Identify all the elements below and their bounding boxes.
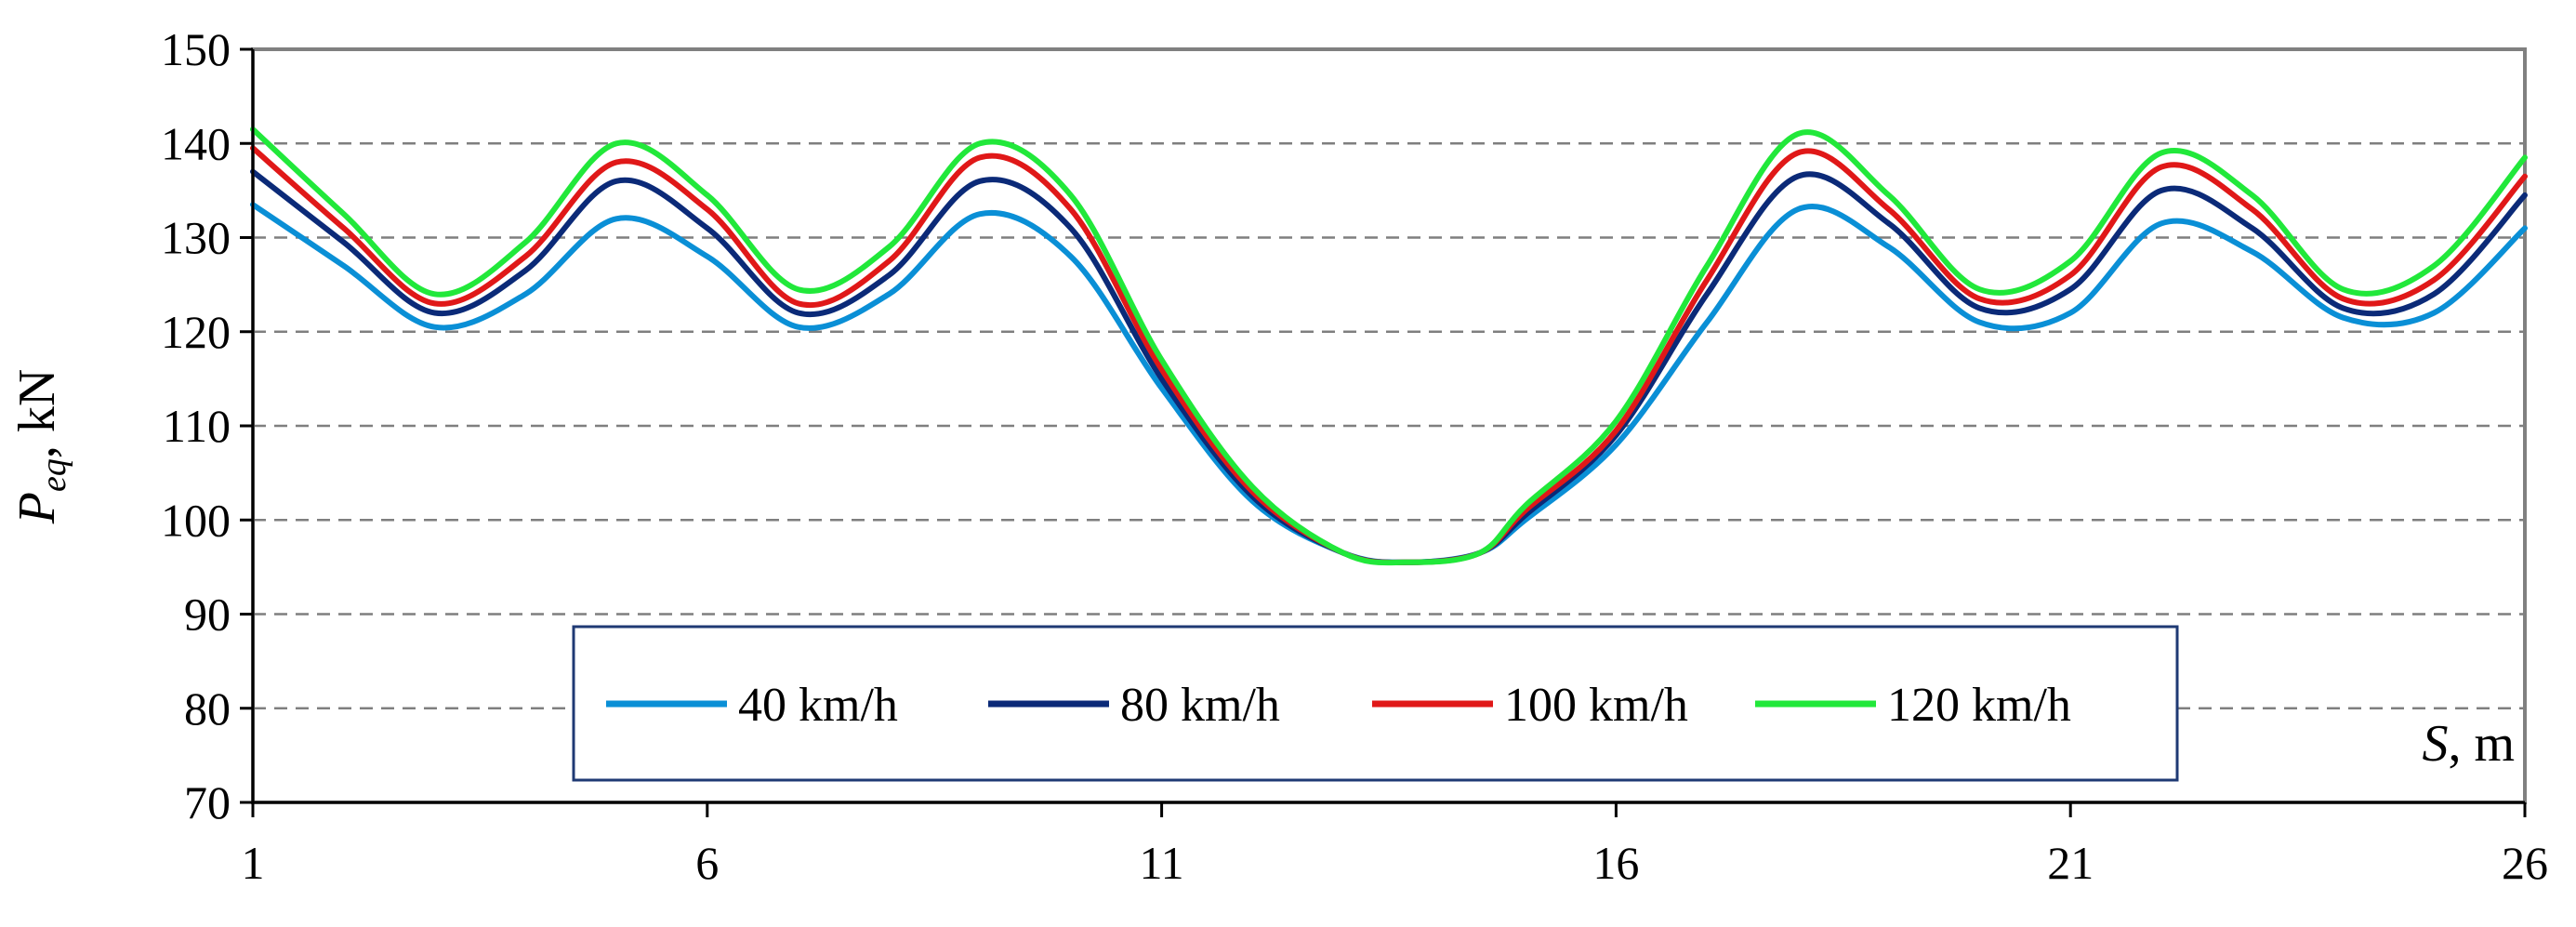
y-tick-label-150: 150	[161, 23, 231, 75]
y-axis-label: Peq, kN	[8, 369, 73, 525]
y-tick-label-70: 70	[184, 776, 231, 828]
series-lines	[250, 126, 2528, 566]
axes	[240, 47, 2527, 817]
y-axis-label-variable: P	[8, 492, 66, 524]
y-tick-label-80: 80	[184, 682, 231, 735]
y-tick-label-120: 120	[161, 306, 231, 358]
series-line-40-km-h	[250, 202, 2528, 565]
x-axis-label-variable: S	[2422, 715, 2448, 773]
legend-label-3: 100 km/h	[1504, 679, 1688, 732]
y-tick-label-140: 140	[161, 117, 231, 169]
x-tick-label-1: 1	[242, 837, 265, 889]
legend-label-2: 80 km/h	[1120, 679, 1280, 732]
x-tick-label-11: 11	[1140, 837, 1184, 889]
y-tick-label-110: 110	[163, 400, 231, 452]
legend: 40 km/h 80 km/h 100 km/h 120 km/h	[572, 625, 2179, 782]
y-axis-label-subscript: eq	[34, 458, 73, 492]
legend-label-4: 120 km/h	[1887, 679, 2071, 732]
series-line-120-km-h	[250, 126, 2528, 566]
x-axis-label-unit: , m	[2448, 715, 2515, 773]
y-tick-labels: 70 80 90 100 110 120 130 140 150	[161, 23, 231, 828]
series-line-100-km-h	[250, 145, 2528, 565]
x-tick-label-6: 6	[695, 837, 719, 889]
y-tick-label-130: 130	[161, 212, 231, 264]
y-axis-label-unit: , kN	[8, 369, 66, 458]
x-tick-label-16: 16	[1592, 837, 1639, 889]
x-tick-label-21: 21	[2047, 837, 2094, 889]
x-tick-labels: 1 6 11 16 21 26	[242, 837, 2549, 889]
x-tick-label-26: 26	[2502, 837, 2548, 889]
x-axis-label: S, m	[2422, 715, 2515, 773]
grid-lines	[253, 142, 2525, 709]
y-tick-label-100: 100	[161, 494, 231, 546]
y-tick-label-90: 90	[184, 589, 231, 641]
legend-label-1: 40 km/h	[738, 679, 898, 732]
